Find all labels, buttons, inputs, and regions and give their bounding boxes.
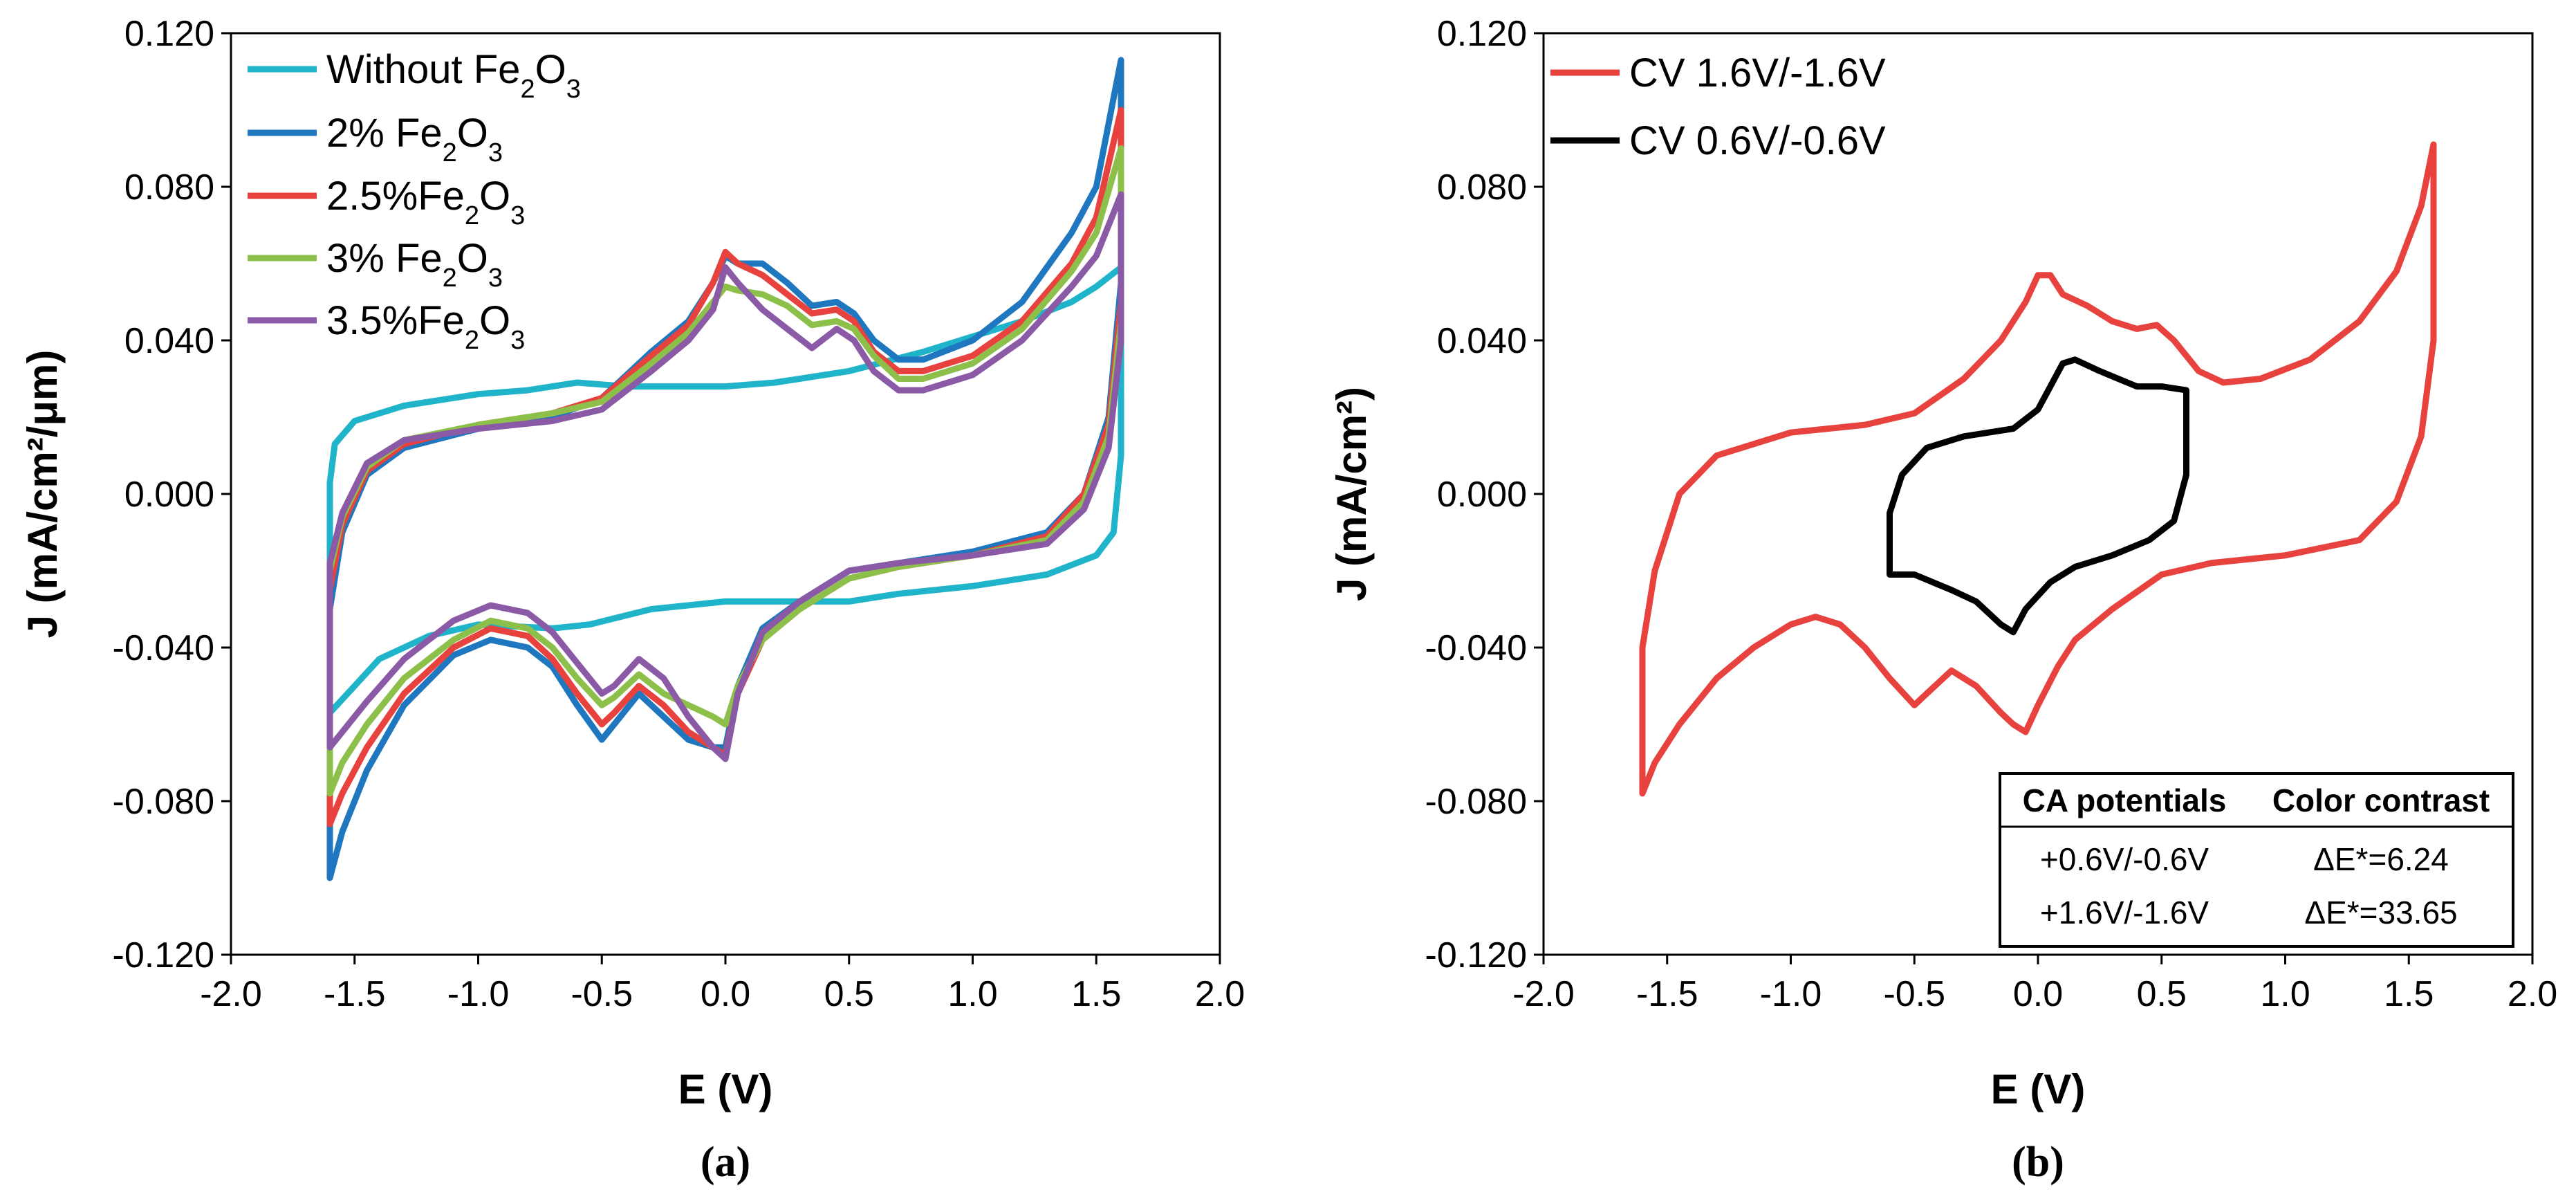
table-cell-contrast-1: ΔE*=6.24 bbox=[2313, 841, 2449, 877]
chart-panel-a: -2.0 -1.5 -1.0 -0.5 0.0 0.5 1.0 1.5 2.0 -0.120-0… bbox=[19, 14, 1245, 1186]
x-tick-labels-b: -2.0 -1.5 -1.0 -0.5 0.0 0.5 1.0 1.5 2.0 bbox=[1512, 955, 2557, 1014]
legend-entry-a-1: 2% Fe2O3 bbox=[248, 111, 503, 167]
x-tick-label-a-0: -2.0 bbox=[200, 974, 262, 1014]
legend-label-a-2: 2.5%Fe2O3 bbox=[326, 174, 525, 230]
x-tick-label-a-7: 1.5 bbox=[1071, 974, 1121, 1014]
y-tick-label-a-5: 0.080 bbox=[124, 167, 214, 208]
x-tick-label-b-0: -2.0 bbox=[1512, 974, 1575, 1014]
y-tick-label-a-2: -0.040 bbox=[113, 628, 214, 668]
x-tick-label-a-3: -0.5 bbox=[571, 974, 633, 1014]
y-axis-label-a: J (mA/cm²/μm) bbox=[19, 350, 66, 639]
legend-label-a-3: 3% Fe2O3 bbox=[326, 236, 503, 293]
legend-entry-a-4: 3.5%Fe2O3 bbox=[248, 298, 525, 355]
legend-entry-a-3: 3% Fe2O3 bbox=[248, 236, 503, 293]
legend-label-a-1: 2% Fe2O3 bbox=[326, 111, 503, 167]
x-tick-label-b-6: 1.0 bbox=[2260, 974, 2310, 1014]
panel-label-a: (a) bbox=[701, 1139, 750, 1186]
legend-b: CV 1.6V/-1.6V CV 0.6V/-0.6V bbox=[1550, 51, 1886, 163]
y-tick-label-a-6: 0.120 bbox=[124, 14, 214, 54]
y-tick-label-a-4: 0.040 bbox=[124, 321, 214, 361]
table-border bbox=[1999, 772, 2514, 948]
y-tick-label-b-2: -0.040 bbox=[1425, 628, 1527, 668]
series-group-b bbox=[1639, 141, 2437, 797]
legend-label-b-0: CV 1.6V/-1.6V bbox=[1629, 51, 1886, 95]
y-tick-labels-b: -0.120 -0.080 -0.040 0.000 0.040 0.080 0.120 bbox=[1425, 14, 1544, 975]
legend-entry-a-0: Without Fe2O3 bbox=[248, 47, 581, 104]
table-header-color-contrast: Color contrast bbox=[2272, 782, 2490, 818]
x-tick-label-b-4: 0.0 bbox=[2013, 974, 2063, 1014]
x-tick-label-b-1: -1.5 bbox=[1636, 974, 1698, 1014]
legend-entry-b-0: CV 1.6V/-1.6V bbox=[1550, 51, 1886, 95]
y-tick-label-b-6: 0.120 bbox=[1437, 14, 1527, 54]
y-tick-label-a-3: 0.000 bbox=[124, 475, 214, 515]
x-tick-label-a-5: 0.5 bbox=[824, 974, 874, 1014]
y-tick-label-a-0: -0.120 bbox=[113, 935, 214, 975]
panel-label-b: (b) bbox=[2012, 1139, 2064, 1186]
results-table: CA potentials Color contrast +0.6V/-0.6V… bbox=[1999, 772, 2514, 948]
x-tick-label-a-6: 1.0 bbox=[947, 974, 997, 1014]
y-tick-label-b-4: 0.040 bbox=[1437, 321, 1527, 361]
x-tick-label-b-8: 2.0 bbox=[2508, 974, 2557, 1014]
x-tick-label-a-4: 0.0 bbox=[701, 974, 750, 1014]
y-tick-label-b-3: 0.000 bbox=[1437, 475, 1527, 515]
series-group-a bbox=[326, 57, 1124, 881]
legend-entry-b-1: CV 0.6V/-0.6V bbox=[1550, 118, 1886, 163]
y-tick-labels-a: -0.120 -0.080 -0.040 0.000 0.040 0.080 0.120 bbox=[113, 14, 231, 975]
series-line-a-4 bbox=[326, 191, 1124, 762]
series-line-b-1 bbox=[1887, 356, 2189, 636]
legend-label-a-0: Without Fe2O3 bbox=[326, 47, 581, 104]
legend-a: Without Fe2O3 2% Fe2O3 2.5%Fe2O3 3% Fe2O… bbox=[248, 47, 581, 355]
x-tick-label-b-2: -1.0 bbox=[1760, 974, 1822, 1014]
x-tick-label-b-5: 0.5 bbox=[2137, 974, 2187, 1014]
x-tick-label-a-8: 2.0 bbox=[1195, 974, 1245, 1014]
series-line-b-0 bbox=[1639, 141, 2437, 797]
y-tick-label-b-5: 0.080 bbox=[1437, 167, 1527, 208]
x-axis-label-b: E (V) bbox=[1991, 1066, 2086, 1112]
table-header-ca-potentials: CA potentials bbox=[2023, 782, 2227, 818]
x-tick-label-b-3: -0.5 bbox=[1883, 974, 1945, 1014]
x-tick-label-a-1: -1.5 bbox=[324, 974, 386, 1014]
table-cell-potential-2: +1.6V/-1.6V bbox=[2040, 895, 2209, 930]
y-tick-label-b-1: -0.080 bbox=[1425, 782, 1527, 822]
legend-label-a-4: 3.5%Fe2O3 bbox=[326, 298, 525, 355]
y-tick-label-b-0: -0.120 bbox=[1425, 935, 1527, 975]
table-cell-potential-1: +0.6V/-0.6V bbox=[2040, 841, 2209, 877]
x-axis-label-a: E (V) bbox=[678, 1066, 773, 1112]
y-tick-label-a-1: -0.080 bbox=[113, 782, 214, 822]
y-axis-label-b: J (mA/cm²) bbox=[1328, 387, 1375, 601]
x-tick-label-b-7: 1.5 bbox=[2384, 974, 2434, 1014]
plot-area-a bbox=[230, 32, 1221, 956]
legend-entry-a-2: 2.5%Fe2O3 bbox=[248, 174, 525, 230]
legend-label-b-1: CV 0.6V/-0.6V bbox=[1629, 118, 1886, 163]
table-cell-contrast-2: ΔE*=33.65 bbox=[2304, 895, 2457, 930]
x-tick-label-a-2: -1.0 bbox=[447, 974, 510, 1014]
x-tick-labels-a: -2.0 -1.5 -1.0 -0.5 0.0 0.5 1.0 1.5 2.0 bbox=[200, 955, 1245, 1014]
chart-panel-b: -2.0 -1.5 -1.0 -0.5 0.0 0.5 1.0 1.5 2.0 -0.120-0… bbox=[1328, 14, 2557, 1186]
